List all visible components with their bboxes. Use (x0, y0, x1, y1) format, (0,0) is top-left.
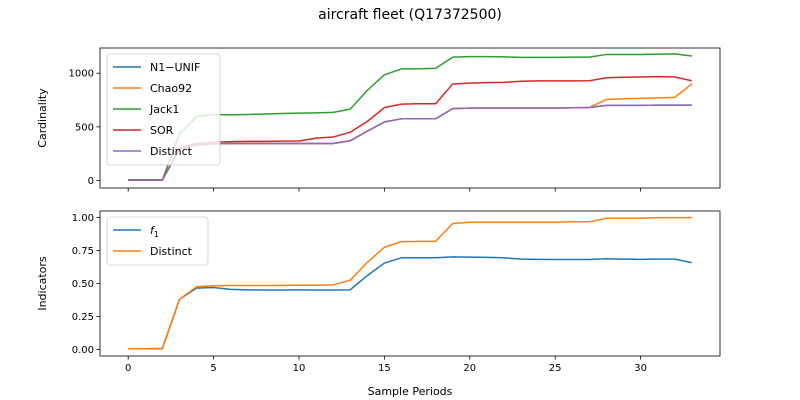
legend-label: Chao92 (150, 82, 192, 95)
y-tick-label: 500 (75, 122, 94, 133)
legend-box (106, 53, 221, 166)
legend-label: SOR (150, 124, 174, 137)
y-tick-label: 0 (88, 176, 94, 187)
series-line-0-4 (128, 104, 692, 181)
series-line-1-1 (128, 216, 692, 350)
plot-frame (99, 47, 721, 189)
x-tick-label: 0 (125, 363, 131, 374)
series-line-0-3 (128, 75, 692, 181)
legend-label: Distinct (150, 245, 193, 258)
x-axis-label: Sample Periods (368, 385, 453, 398)
series-line-1-0 (128, 256, 692, 350)
y-tick-label: 0.75 (72, 246, 94, 257)
x-tick-label: 25 (549, 363, 562, 374)
legend-label: Distinct (150, 145, 193, 158)
legend-box (106, 216, 209, 266)
legend-label: N1−UNIF (150, 61, 200, 74)
series-line-0-2 (128, 53, 692, 181)
y-tick-label: 1000 (69, 69, 94, 80)
y-axis-label: Cardinality (36, 88, 49, 148)
legend-label: f1 (150, 224, 159, 239)
legend-label: Jack1 (149, 103, 179, 116)
y-axis-label: Indicators (36, 256, 49, 311)
y-tick-label: 0.25 (72, 312, 94, 323)
x-tick-label: 10 (293, 363, 306, 374)
y-tick-label: 0.00 (72, 345, 94, 356)
x-tick-label: 30 (634, 363, 647, 374)
y-tick-label: 1.00 (72, 213, 94, 224)
x-tick-label: 20 (463, 363, 476, 374)
cardinality-panel: 0 500 1000 Cardinality N1−UNIF Chao92 Jack1 SOR… (36, 47, 721, 192)
y-tick-label: 0.50 (72, 279, 94, 290)
x-tick-label: 15 (378, 363, 391, 374)
x-tick-label: 5 (210, 363, 216, 374)
indicators-panel: 0 5 10 15 20 25 30 0.00 0.25 0.50 0.75 1.00 Indicato… (36, 210, 721, 398)
chart-title: aircraft fleet (Q17372500) (318, 7, 502, 23)
